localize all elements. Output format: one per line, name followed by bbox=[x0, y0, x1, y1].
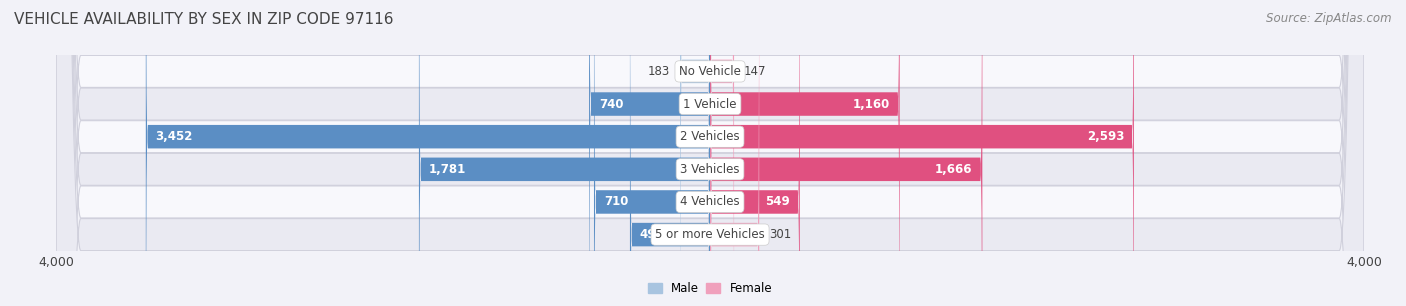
Text: 710: 710 bbox=[603, 196, 628, 208]
Text: 2,593: 2,593 bbox=[1087, 130, 1123, 143]
FancyBboxPatch shape bbox=[56, 0, 1364, 306]
Text: 4 Vehicles: 4 Vehicles bbox=[681, 196, 740, 208]
FancyBboxPatch shape bbox=[710, 0, 1133, 306]
FancyBboxPatch shape bbox=[56, 0, 1364, 306]
Text: VEHICLE AVAILABILITY BY SEX IN ZIP CODE 97116: VEHICLE AVAILABILITY BY SEX IN ZIP CODE … bbox=[14, 12, 394, 27]
Text: 301: 301 bbox=[769, 228, 792, 241]
FancyBboxPatch shape bbox=[56, 0, 1364, 306]
FancyBboxPatch shape bbox=[710, 0, 734, 306]
FancyBboxPatch shape bbox=[710, 0, 900, 306]
Text: 1,666: 1,666 bbox=[935, 163, 973, 176]
Text: 5 or more Vehicles: 5 or more Vehicles bbox=[655, 228, 765, 241]
FancyBboxPatch shape bbox=[593, 0, 710, 306]
Text: No Vehicle: No Vehicle bbox=[679, 65, 741, 78]
FancyBboxPatch shape bbox=[630, 0, 710, 306]
FancyBboxPatch shape bbox=[56, 0, 1364, 306]
Text: 3 Vehicles: 3 Vehicles bbox=[681, 163, 740, 176]
FancyBboxPatch shape bbox=[681, 0, 710, 306]
Text: 3,452: 3,452 bbox=[156, 130, 193, 143]
Text: 183: 183 bbox=[648, 65, 671, 78]
FancyBboxPatch shape bbox=[589, 0, 710, 306]
Text: 740: 740 bbox=[599, 98, 623, 110]
Text: 1,781: 1,781 bbox=[429, 163, 465, 176]
Text: 2 Vehicles: 2 Vehicles bbox=[681, 130, 740, 143]
FancyBboxPatch shape bbox=[710, 0, 983, 306]
FancyBboxPatch shape bbox=[710, 0, 759, 306]
FancyBboxPatch shape bbox=[710, 0, 800, 306]
FancyBboxPatch shape bbox=[146, 0, 710, 306]
Text: 490: 490 bbox=[640, 228, 665, 241]
Legend: Male, Female: Male, Female bbox=[643, 278, 778, 300]
FancyBboxPatch shape bbox=[56, 0, 1364, 306]
FancyBboxPatch shape bbox=[56, 0, 1364, 306]
Text: 549: 549 bbox=[765, 196, 790, 208]
Text: Source: ZipAtlas.com: Source: ZipAtlas.com bbox=[1267, 12, 1392, 25]
Text: 147: 147 bbox=[744, 65, 766, 78]
Text: 1,160: 1,160 bbox=[852, 98, 890, 110]
Text: 1 Vehicle: 1 Vehicle bbox=[683, 98, 737, 110]
FancyBboxPatch shape bbox=[419, 0, 710, 306]
